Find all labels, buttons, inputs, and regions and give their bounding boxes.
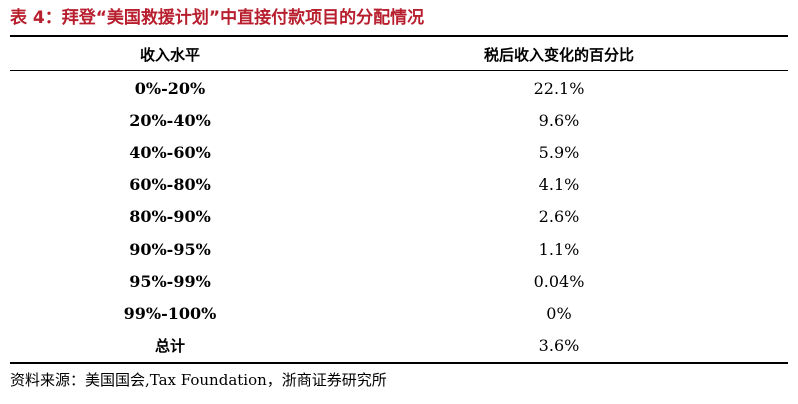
table-row: 95%-99% 0.04% — [10, 265, 788, 297]
income-change-value: 4.1% — [538, 175, 580, 195]
total-label: 总计 — [154, 337, 185, 356]
table-top-rule — [10, 35, 788, 37]
table-body: 0%-20% 22.1% 20%-40% 9.6% 40%-60% 5.9% 6… — [10, 72, 788, 362]
income-bracket-label: 60%-80% — [129, 175, 211, 195]
table-header-rule — [10, 70, 788, 71]
income-change-value: 0% — [546, 303, 572, 323]
income-bracket-label: 20%-40% — [129, 110, 211, 130]
income-change-value: 1.1% — [538, 239, 580, 259]
income-change-value: 0.04% — [533, 271, 585, 291]
table-title: 表 4：拜登“美国救援计划”中直接付款项目的分配情况 — [10, 8, 425, 28]
table-bottom-rule — [10, 362, 788, 364]
table-row: 80%-90% 2.6% — [10, 201, 788, 233]
income-change-value: 2.6% — [538, 207, 580, 227]
income-change-value: 22.1% — [533, 78, 585, 98]
total-value: 3.6% — [538, 336, 580, 356]
table-row: 60%-80% 4.1% — [10, 169, 788, 201]
table-row: 99%-100% 0% — [10, 297, 788, 329]
source-note: 资料来源：美国国会,Tax Foundation，浙商证券研究所 — [10, 371, 387, 389]
table-header-row: 收入水平 税后收入变化的百分比 — [10, 38, 788, 70]
income-bracket-label: 90%-95% — [129, 239, 211, 259]
table-row: 90%-95% 1.1% — [10, 233, 788, 265]
table-row: 0%-20% 22.1% — [10, 72, 788, 104]
header-after-tax-change: 税后收入变化的百分比 — [483, 45, 634, 64]
header-income-level: 收入水平 — [139, 45, 200, 64]
income-bracket-label: 40%-60% — [129, 142, 211, 162]
income-change-value: 9.6% — [538, 110, 580, 130]
income-bracket-label: 0%-20% — [134, 78, 206, 98]
income-change-value: 5.9% — [538, 142, 580, 162]
table-total-row: 总计 3.6% — [10, 330, 788, 362]
table-row: 40%-60% 5.9% — [10, 136, 788, 168]
income-bracket-label: 80%-90% — [129, 207, 211, 227]
income-bracket-label: 95%-99% — [129, 271, 211, 291]
income-bracket-label: 99%-100% — [123, 303, 217, 323]
table-row: 20%-40% 9.6% — [10, 104, 788, 136]
